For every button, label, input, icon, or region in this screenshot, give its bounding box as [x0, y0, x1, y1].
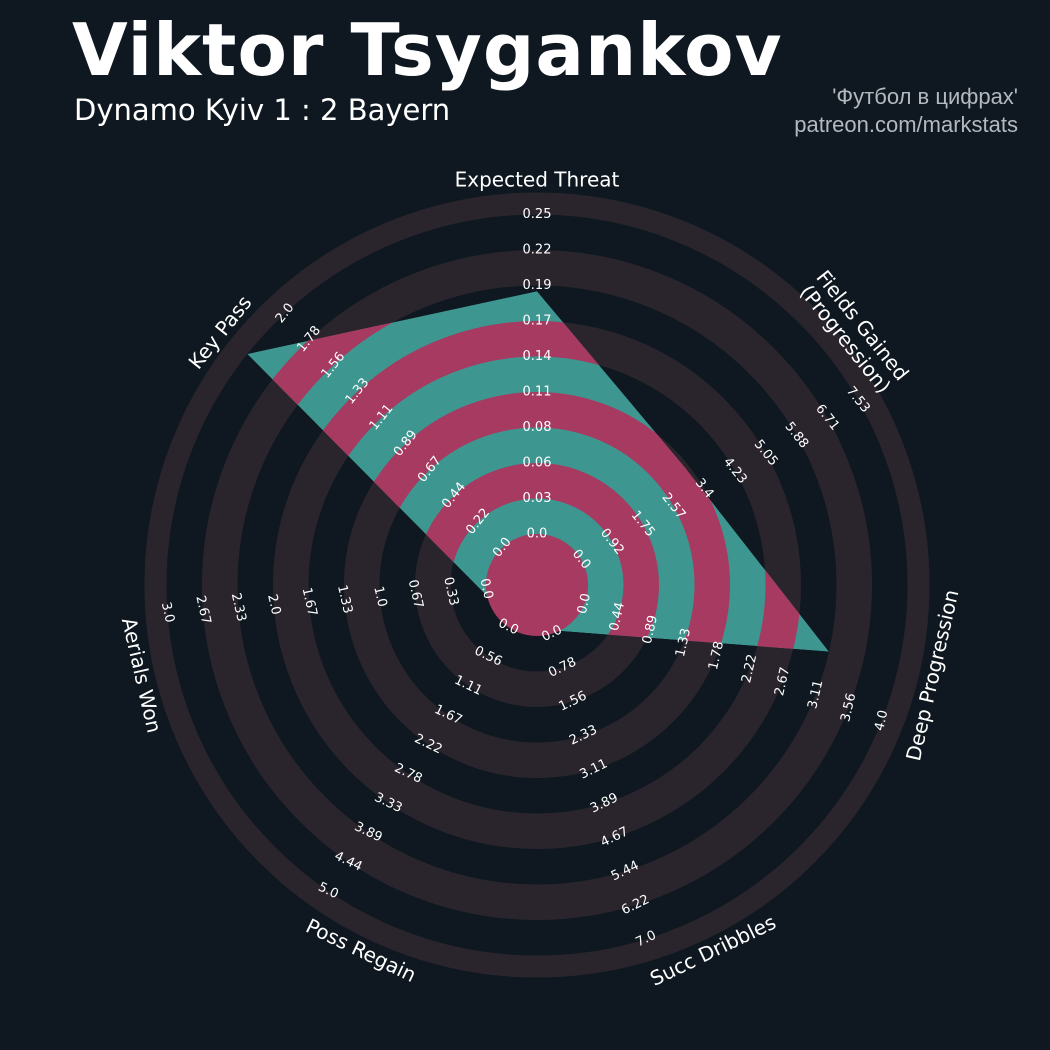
tick-label: 0.19: [523, 278, 552, 293]
tick-label: 0.17: [523, 314, 552, 329]
tick-label: 1.33: [673, 627, 694, 659]
source-name: 'Футбол в цифрах': [832, 84, 1018, 109]
tick-label: 2.33: [228, 592, 249, 624]
tick-label: 0.25: [523, 207, 552, 222]
tick-label: 4.0: [872, 709, 891, 733]
tick-label: 1.0: [370, 585, 389, 609]
tick-label: 0.08: [523, 420, 552, 435]
tick-label: 0.22: [523, 243, 552, 258]
tick-label: 2.67: [192, 594, 213, 626]
tick-label: 3.11: [805, 679, 826, 711]
tick-label: 0.0: [527, 527, 548, 542]
tick-label: 0.89: [640, 614, 661, 646]
tick-label: 2.0: [264, 593, 283, 617]
tick-label: 3.0: [158, 601, 177, 625]
tick-label: 2.67: [772, 666, 793, 698]
tick-label: 0.0: [575, 592, 594, 616]
tick-label: 0.67: [405, 578, 426, 610]
tick-label: 1.78: [706, 640, 727, 672]
tick-label: 0.14: [523, 349, 552, 364]
ring-band-5: [144, 192, 930, 978]
tick-label: 0.03: [523, 491, 552, 506]
tick-label: 1.33: [334, 584, 355, 616]
tick-label: 3.56: [838, 692, 859, 724]
tick-label: 0.33: [440, 576, 461, 608]
tick-label: 0.11: [523, 385, 552, 400]
tick-label: 0.06: [523, 456, 552, 471]
match-info: Dynamo Kyiv 1 : 2 Bayern: [74, 93, 451, 127]
ring-band-4: [202, 250, 872, 920]
tick-label: 0.44: [607, 601, 628, 633]
tick-label: 2.22: [739, 653, 760, 685]
tick-label: 1.67: [299, 586, 320, 618]
axis-label: Expected Threat: [455, 168, 620, 192]
player-name: Viktor Tsygankov: [72, 8, 783, 92]
center-disc: [486, 534, 588, 636]
tick-label: 0.0: [476, 577, 495, 601]
axis-label-group: Expected Threat: [455, 168, 620, 192]
source-url: patreon.com/markstats: [794, 112, 1018, 137]
